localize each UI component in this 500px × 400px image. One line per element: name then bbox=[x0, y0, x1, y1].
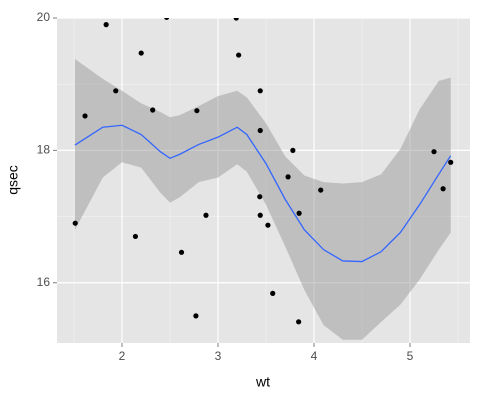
y-axis-title: qsec bbox=[5, 165, 21, 195]
point bbox=[431, 149, 437, 155]
point bbox=[236, 52, 242, 58]
point bbox=[285, 174, 291, 180]
point bbox=[178, 249, 185, 255]
x-axis-title: wt bbox=[255, 374, 270, 390]
axes: 2 3 4 5 16 18 20 bbox=[37, 10, 414, 363]
point bbox=[257, 88, 263, 94]
point bbox=[440, 186, 446, 192]
point bbox=[113, 88, 119, 94]
x-tick-label: 3 bbox=[215, 349, 222, 363]
point bbox=[82, 113, 88, 119]
point bbox=[103, 22, 109, 28]
y-tick-label: 18 bbox=[37, 143, 51, 157]
point bbox=[150, 107, 156, 113]
point bbox=[233, 18, 239, 21]
x-tick-label: 4 bbox=[311, 349, 318, 363]
point bbox=[448, 159, 454, 165]
x-tick-label: 2 bbox=[119, 349, 126, 363]
point bbox=[132, 233, 139, 240]
point bbox=[164, 18, 170, 20]
point bbox=[257, 127, 263, 134]
point bbox=[203, 212, 209, 218]
point bbox=[290, 147, 296, 153]
point bbox=[318, 187, 324, 193]
y-tick-label: 20 bbox=[37, 10, 51, 24]
x-tick-label: 5 bbox=[407, 349, 414, 363]
point bbox=[270, 290, 276, 296]
confidence-band bbox=[74, 59, 451, 340]
point bbox=[72, 220, 78, 226]
point bbox=[257, 194, 263, 200]
point bbox=[138, 50, 144, 56]
point bbox=[194, 108, 200, 114]
point bbox=[296, 210, 302, 216]
smooth-line bbox=[74, 124, 452, 263]
point bbox=[296, 319, 302, 325]
point bbox=[193, 313, 199, 319]
y-tick-label: 16 bbox=[37, 275, 51, 289]
point bbox=[257, 212, 263, 218]
plot-area bbox=[72, 18, 454, 340]
point bbox=[265, 222, 271, 228]
